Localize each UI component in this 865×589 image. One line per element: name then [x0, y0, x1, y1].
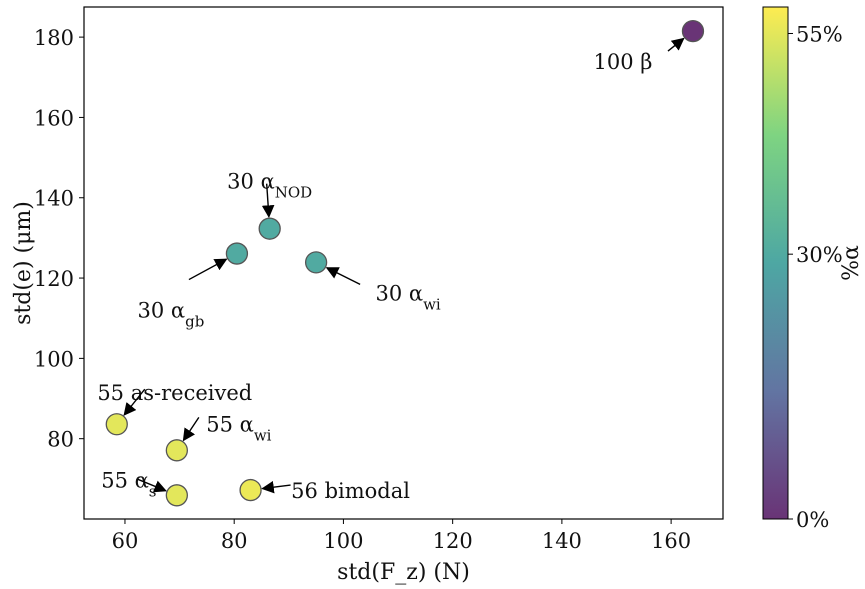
x-tick-label: 60: [112, 529, 139, 553]
y-axis-label: std(e) (μm): [11, 201, 36, 325]
point-annotation: 55 αwi: [206, 412, 271, 444]
annotation-arrow: [137, 478, 167, 493]
colorbar-frame: [762, 6, 789, 520]
annotation-arrow: [325, 267, 361, 286]
data-point: [239, 478, 262, 502]
colorbar-tick-label: 0%: [796, 508, 829, 532]
point-annotation: 30 αwi: [376, 281, 441, 313]
colorbar-tick-label: 55%: [796, 22, 843, 46]
annotation-arrow: [188, 258, 228, 281]
point-annotation: 100 β: [594, 50, 653, 74]
x-axis-label: std(F_z) (N): [337, 560, 470, 585]
colorbar-gradient: [763, 7, 788, 519]
data-point: [165, 439, 188, 462]
x-tick-label: 100: [323, 529, 363, 553]
point-annotation: 30 αNOD: [227, 170, 312, 202]
y-tick-label: 140: [34, 187, 74, 211]
y-tick-label: 180: [34, 26, 74, 50]
point-annotation: 56 bimodal: [291, 479, 410, 503]
x-tick-label: 160: [651, 529, 691, 553]
data-point: [258, 217, 281, 240]
data-point: [105, 413, 128, 436]
annotation-arrow: [182, 416, 200, 442]
annotation-arrow: [261, 183, 275, 218]
plot-area: 60 80 100 120 140 160 80 100 120 140 160 180 std(F_z…: [11, 6, 724, 585]
x-tick-label: 80: [221, 529, 248, 553]
data-point: [225, 242, 249, 265]
x-tick-label: 140: [542, 529, 582, 553]
x-tick-label: 120: [433, 529, 473, 553]
annotation-arrow: [261, 480, 291, 494]
colorbar-label: %α: [839, 245, 864, 281]
y-tick-label: 160: [34, 106, 74, 130]
colorbar: 0% 30% 55% %α: [762, 6, 864, 532]
data-point: [681, 19, 705, 43]
annotation-arrow: [123, 388, 146, 416]
data-point: [165, 484, 188, 507]
annotation-arrow: [667, 37, 685, 52]
point-annotation: 30 αgb: [138, 299, 205, 331]
y-tick-label: 100: [34, 347, 74, 371]
colorbar-tick-label: 30%: [796, 243, 843, 267]
y-tick-label: 80: [47, 428, 74, 452]
data-point: [304, 251, 328, 274]
point-annotation: 55 as-received: [97, 381, 252, 405]
y-tick-label: 120: [34, 267, 74, 291]
plot-frame: [83, 6, 724, 520]
